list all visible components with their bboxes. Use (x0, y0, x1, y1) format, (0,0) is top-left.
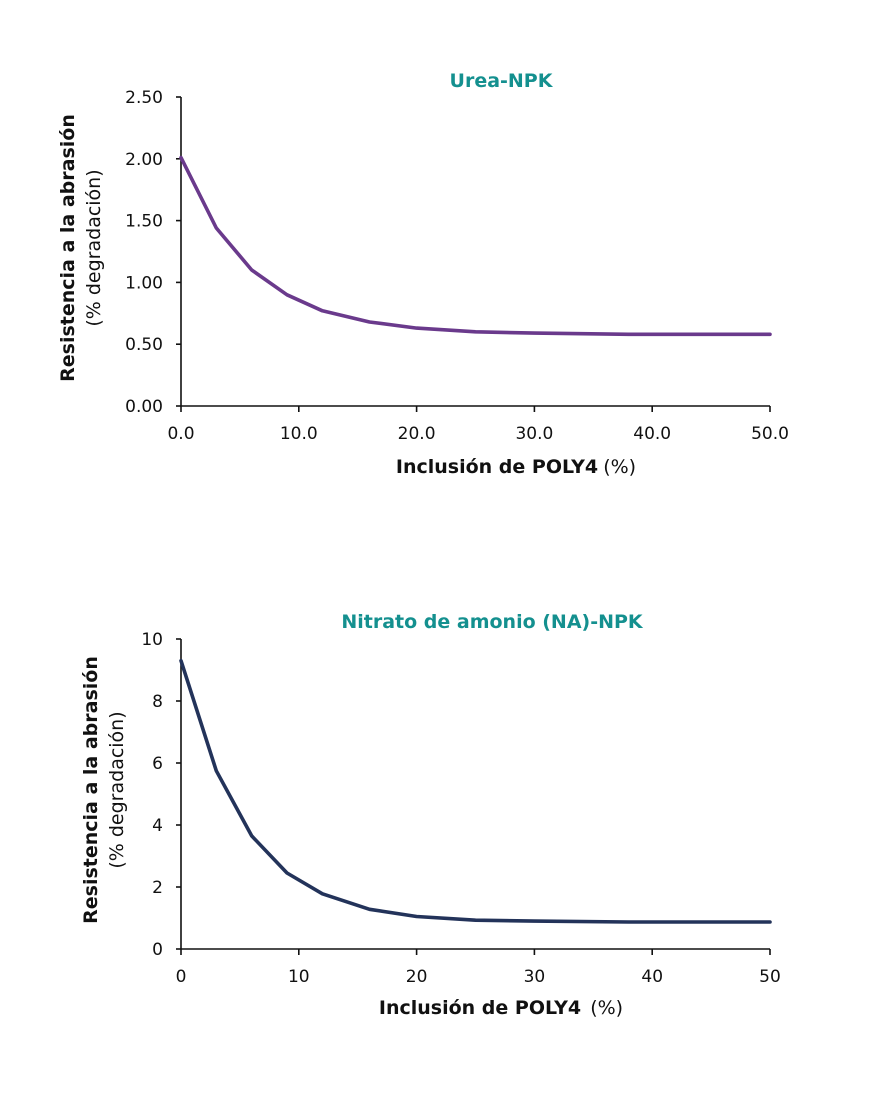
y-axis-label-sub: (% degradación) (83, 169, 105, 326)
y-tick-label: 0.50 (125, 335, 163, 355)
data-series (179, 658, 772, 924)
x-tick-label: 40.0 (633, 424, 671, 444)
x-axis-label-main: Inclusión de POLY4 (396, 456, 598, 478)
x-tick-label: 30 (524, 967, 546, 987)
x-tick-label: 0.0 (167, 424, 194, 444)
y-tick-labels: 0.00 0.50 1.00 1.50 2.00 2.50 (125, 88, 163, 417)
x-tick-label: 50.0 (751, 424, 789, 444)
x-tick-label: 10.0 (280, 424, 318, 444)
x-axis-label-main: Inclusión de POLY4 (379, 997, 581, 1019)
x-axis-label: Inclusión de POLY4 (%) (379, 997, 623, 1019)
x-axis-label: Inclusión de POLY4 (%) (396, 456, 636, 478)
x-tick-labels: 0 10 20 30 40 50 (176, 967, 781, 987)
x-tick-label: 10 (288, 967, 310, 987)
x-axis-label-sub: (%) (603, 456, 636, 478)
chart-title: Nitrato de amonio (NA)-NPK (341, 611, 644, 633)
chart-nitrato-amonio-npk: Nitrato de amonio (NA)-NPK Resistencia a… (80, 611, 781, 1019)
x-axis-label-sub: (%) (590, 997, 623, 1019)
x-tick-label: 30.0 (515, 424, 553, 444)
y-tick-label: 0.00 (125, 397, 163, 417)
x-tick-label: 20.0 (398, 424, 436, 444)
y-tick-label: 8 (152, 692, 163, 712)
y-tick-labels: 0 2 4 6 8 10 (141, 630, 163, 960)
y-tick-label: 2 (152, 878, 163, 898)
series-line (179, 658, 772, 924)
axes (176, 638, 771, 955)
chart-title: Urea-NPK (450, 70, 554, 92)
y-tick-label: 1.50 (125, 212, 163, 232)
series-line (179, 155, 772, 337)
y-axis-label-sub: (% degradación) (106, 711, 128, 868)
y-axis-label-main: Resistencia a la abrasión (80, 656, 102, 924)
y-tick-label: 6 (152, 754, 163, 774)
y-tick-label: 0 (152, 940, 163, 960)
data-series (179, 155, 772, 337)
x-tick-label: 50 (759, 967, 781, 987)
x-tick-labels: 0.0 10.0 20.0 30.0 40.0 50.0 (167, 424, 788, 444)
x-tick-label: 40 (641, 967, 663, 987)
axes (176, 96, 771, 412)
y-axis-label: Resistencia a la abrasión (% degradación… (57, 114, 105, 382)
x-tick-label: 0 (176, 967, 187, 987)
y-tick-label: 2.00 (125, 150, 163, 170)
y-axis-label: Resistencia a la abrasión (% degradación… (80, 656, 128, 924)
y-axis-label-main: Resistencia a la abrasión (57, 114, 79, 382)
y-tick-label: 10 (141, 630, 163, 650)
y-tick-label: 4 (152, 816, 163, 836)
chart-urea-npk: Urea-NPK Resistencia a la abrasión (% de… (57, 70, 789, 478)
y-tick-label: 2.50 (125, 88, 163, 108)
y-tick-label: 1.00 (125, 273, 163, 293)
x-tick-label: 20 (406, 967, 428, 987)
